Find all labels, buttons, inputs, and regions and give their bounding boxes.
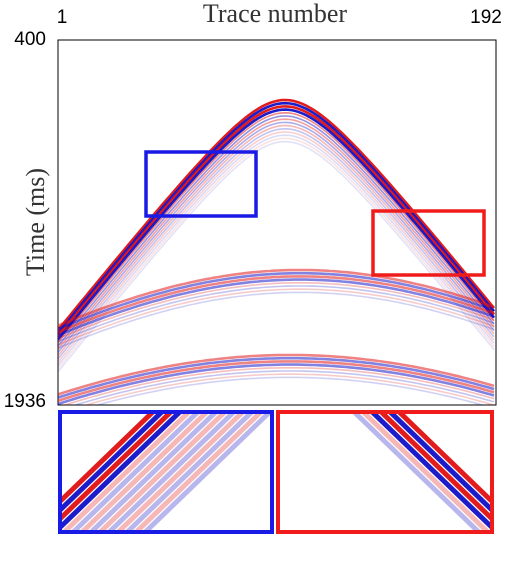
zoom-box-blue xyxy=(144,150,258,218)
inset-stripe xyxy=(123,412,256,532)
seismic-event xyxy=(58,98,496,331)
seismic-event xyxy=(62,367,495,405)
seismic-event xyxy=(58,121,495,353)
seismic-event xyxy=(58,275,495,334)
seismic-event xyxy=(58,356,495,399)
seismic-event xyxy=(58,111,495,344)
image-frame xyxy=(57,39,497,406)
inset-stripe xyxy=(69,412,202,532)
seismic-event xyxy=(58,291,495,349)
inset-frame-blue xyxy=(58,410,274,534)
seismic-event xyxy=(58,101,496,335)
x-tick-label: 192 xyxy=(470,7,502,28)
seismic-event xyxy=(83,373,495,405)
inset-stripe xyxy=(132,412,265,532)
inset-stripe xyxy=(60,412,193,532)
seismic-event xyxy=(58,360,495,403)
inset-stripe xyxy=(114,412,247,532)
inset-stripe xyxy=(359,412,492,532)
seismic-event xyxy=(58,118,495,350)
seismic-event xyxy=(58,278,495,337)
x-tick-label: 1 xyxy=(57,7,68,28)
seismic-event xyxy=(58,137,495,369)
seismic-event xyxy=(72,370,495,405)
seismic-event xyxy=(94,376,486,405)
inset-stripe xyxy=(78,412,211,532)
seismic-event xyxy=(58,131,495,363)
zoom-inset-blue xyxy=(60,412,272,532)
y-tick-label: 400 xyxy=(14,29,46,50)
seismic-event xyxy=(58,127,495,360)
seismic-event xyxy=(58,288,495,346)
inset-frame-red xyxy=(276,410,494,534)
inset-stripe xyxy=(141,412,272,532)
inset-stripe xyxy=(96,412,229,532)
y-axis-label: Time (ms) xyxy=(21,168,50,276)
seismic-event xyxy=(58,353,495,396)
y-tick-label: 1936 xyxy=(4,391,46,412)
inset-stripe xyxy=(87,412,220,532)
seismic-event xyxy=(58,140,495,373)
inset-stripe xyxy=(105,412,238,532)
seismic-event xyxy=(58,105,496,338)
inset-stripe xyxy=(60,412,157,505)
seismic-event xyxy=(58,115,495,347)
seismic-event xyxy=(58,268,495,327)
inset-stripe xyxy=(368,412,492,531)
seismic-event xyxy=(58,124,495,357)
inset-stripe xyxy=(395,412,492,505)
seismic-event xyxy=(58,271,495,331)
inset-stripe xyxy=(60,412,184,531)
seismic-event xyxy=(58,282,495,340)
inset-stripe xyxy=(386,412,492,514)
zoom-box-red xyxy=(371,209,486,277)
seismic-event xyxy=(58,363,495,405)
seismic-section xyxy=(58,98,496,405)
inset-stripe xyxy=(60,412,166,514)
title: Trace number xyxy=(203,0,348,28)
seismic-event xyxy=(58,134,495,366)
inset-stripe xyxy=(350,412,483,532)
seismic-event xyxy=(58,108,496,341)
seismic-event xyxy=(58,285,495,343)
